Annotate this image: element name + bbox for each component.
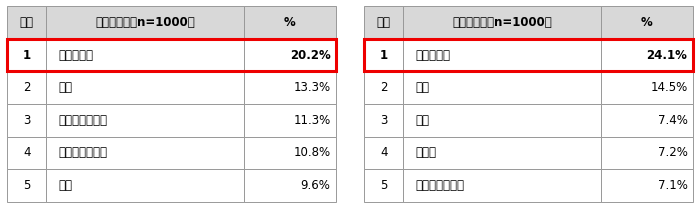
Bar	[364, 39, 403, 71]
Bar	[403, 71, 601, 104]
Bar	[403, 137, 601, 169]
Bar	[403, 104, 601, 137]
Bar	[601, 71, 693, 104]
Bar	[244, 6, 336, 39]
Bar	[403, 39, 601, 71]
Bar	[46, 71, 244, 104]
Text: 2: 2	[380, 81, 388, 94]
Bar	[364, 137, 403, 169]
Text: 好きな教科［n=1000］: 好きな教科［n=1000］	[95, 16, 195, 29]
Bar	[46, 169, 244, 202]
Text: 10.8%: 10.8%	[293, 146, 330, 159]
Text: 算数・数学: 算数・数学	[415, 49, 450, 62]
Text: 5: 5	[23, 179, 30, 192]
Bar	[46, 104, 244, 137]
Bar	[244, 71, 336, 104]
Text: %: %	[284, 16, 296, 29]
Text: 7.4%: 7.4%	[657, 114, 687, 127]
Text: 順位: 順位	[377, 16, 391, 29]
Text: 3: 3	[380, 114, 387, 127]
Bar	[46, 6, 244, 39]
Text: 国語: 国語	[415, 81, 429, 94]
Text: 図画工作・美術: 図画工作・美術	[58, 146, 107, 159]
Text: 順位: 順位	[20, 16, 34, 29]
Bar	[7, 71, 46, 104]
Text: 1: 1	[22, 49, 31, 62]
Bar	[601, 39, 693, 71]
Text: 5: 5	[380, 179, 387, 192]
Bar	[403, 169, 601, 202]
Bar	[403, 6, 601, 39]
Text: 4: 4	[23, 146, 31, 159]
Bar	[601, 137, 693, 169]
Text: 9.6%: 9.6%	[300, 179, 330, 192]
Bar	[364, 71, 403, 104]
Bar	[601, 6, 693, 39]
Bar	[601, 104, 693, 137]
Bar	[364, 39, 693, 71]
Text: 外国語: 外国語	[415, 146, 436, 159]
Bar	[601, 169, 693, 202]
Text: 14.5%: 14.5%	[650, 81, 687, 94]
Text: 体育・保健体育: 体育・保健体育	[58, 114, 107, 127]
Bar	[244, 137, 336, 169]
Text: 社会: 社会	[415, 114, 429, 127]
Bar	[7, 6, 46, 39]
Text: 4: 4	[380, 146, 388, 159]
Text: 1: 1	[379, 49, 388, 62]
Bar	[364, 104, 403, 137]
Text: 社会: 社会	[58, 179, 72, 192]
Text: 13.3%: 13.3%	[293, 81, 330, 94]
Text: 20.2%: 20.2%	[290, 49, 330, 62]
Bar	[46, 39, 244, 71]
Bar	[7, 169, 46, 202]
Text: 算数・数学: 算数・数学	[58, 49, 93, 62]
Bar	[364, 6, 403, 39]
Bar	[244, 104, 336, 137]
Bar	[244, 39, 336, 71]
Text: 2: 2	[23, 81, 31, 94]
Bar	[244, 169, 336, 202]
Text: 11.3%: 11.3%	[293, 114, 330, 127]
Text: 嫌いな教科［n=1000］: 嫌いな教科［n=1000］	[452, 16, 552, 29]
Text: %: %	[641, 16, 653, 29]
Bar	[7, 39, 46, 71]
Bar	[7, 104, 46, 137]
Text: 7.2%: 7.2%	[657, 146, 687, 159]
Bar	[7, 137, 46, 169]
Text: 3: 3	[23, 114, 30, 127]
Text: 7.1%: 7.1%	[657, 179, 687, 192]
Bar	[364, 169, 403, 202]
Bar	[46, 137, 244, 169]
Bar	[7, 39, 336, 71]
Text: 国語: 国語	[58, 81, 72, 94]
Text: 体育・保健体育: 体育・保健体育	[415, 179, 464, 192]
Text: 24.1%: 24.1%	[647, 49, 687, 62]
